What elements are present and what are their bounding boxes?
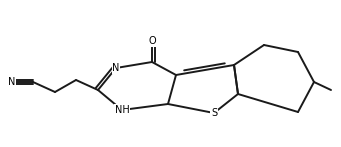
Text: S: S (211, 108, 217, 118)
Text: N: N (112, 63, 120, 73)
Text: N: N (8, 77, 16, 87)
Text: NH: NH (115, 105, 129, 115)
Text: O: O (148, 36, 156, 46)
